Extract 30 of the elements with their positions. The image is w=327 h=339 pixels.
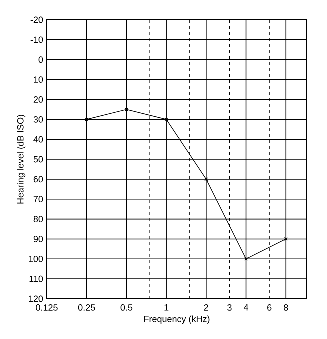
x-tick-label: 3	[228, 304, 232, 311]
y-tick-label: 50	[34, 156, 44, 163]
y-tick-label: 70	[34, 196, 44, 203]
y-tick-label: 120	[29, 296, 44, 302]
y-tick-label: 30	[34, 116, 44, 123]
x-tick-label: 6	[268, 304, 272, 311]
y-tick-label: 100	[29, 256, 44, 262]
point	[244, 257, 248, 261]
x-tick-label: 8	[284, 304, 288, 311]
y-tick-label: 80	[34, 216, 44, 222]
y-tick-label: 90	[34, 236, 44, 242]
y-tick-label: 110	[30, 276, 44, 282]
x-tick-label: 2	[204, 304, 208, 311]
y-tick-label: 20	[34, 96, 44, 103]
y-tick-label: -20	[30, 16, 44, 24]
x-tick-label: 0.125	[36, 304, 58, 311]
x-tick-label: 0.5	[120, 304, 133, 311]
x-axis-title: Frequency (kHz)	[144, 316, 210, 324]
y-axis-title: Hearing level (dB ISO)	[17, 115, 26, 204]
y-tick-label: 40	[34, 136, 44, 143]
y-tick-label: 10	[34, 76, 44, 83]
point	[124, 108, 128, 112]
point	[204, 178, 208, 182]
point	[164, 118, 168, 122]
x-tick-label: 0.25	[78, 304, 96, 311]
x-tick-label: 4	[244, 304, 249, 311]
y-tick-label: 0	[38, 56, 44, 64]
y-tick-label: 60	[34, 176, 44, 183]
y-tick-label: -10	[30, 36, 44, 44]
x-tick-label: 1	[164, 304, 169, 311]
